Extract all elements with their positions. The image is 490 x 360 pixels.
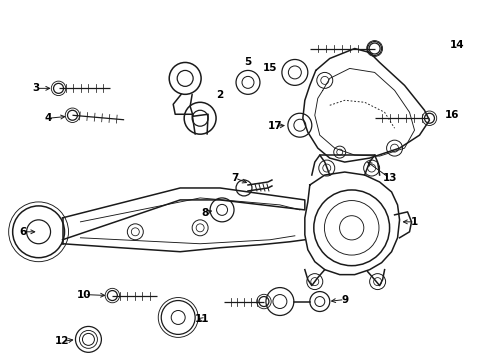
Text: 9: 9 — [341, 294, 348, 305]
Text: 6: 6 — [19, 227, 26, 237]
Text: 7: 7 — [231, 173, 239, 183]
Text: 10: 10 — [77, 289, 92, 300]
Text: 8: 8 — [201, 208, 209, 218]
Text: 4: 4 — [45, 113, 52, 123]
Text: 11: 11 — [195, 314, 209, 324]
Text: 17: 17 — [268, 121, 282, 131]
Text: 5: 5 — [245, 58, 252, 67]
Text: 3: 3 — [32, 84, 39, 93]
Text: 16: 16 — [445, 110, 460, 120]
Text: 13: 13 — [382, 173, 397, 183]
Text: 15: 15 — [263, 63, 277, 73]
Text: 12: 12 — [55, 336, 70, 346]
Text: 14: 14 — [450, 40, 465, 50]
Text: 1: 1 — [411, 217, 418, 227]
Text: 2: 2 — [217, 90, 224, 100]
